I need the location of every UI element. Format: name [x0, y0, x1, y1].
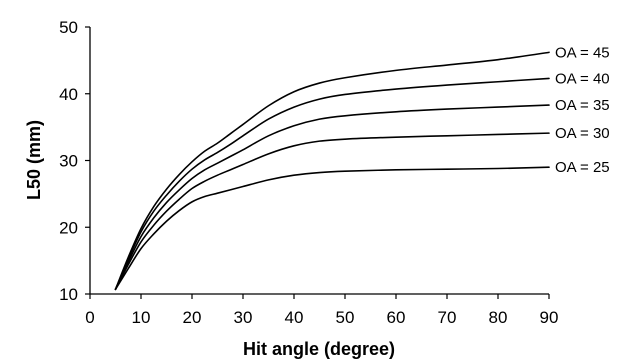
x-tick-label: 80 [489, 308, 508, 327]
x-tick-label: 60 [387, 308, 406, 327]
chart-axes [89, 27, 549, 295]
series-line-5 [114, 166, 550, 291]
series-line-3 [114, 104, 550, 291]
y-tick-label: 30 [59, 152, 78, 171]
series-line-1 [114, 51, 550, 291]
y-axis-ticks: 10 20 30 40 50 [59, 18, 90, 304]
series-line-4 [114, 132, 550, 291]
x-tick-label: 20 [183, 308, 202, 327]
series-label-4: OA = 30 [555, 125, 610, 142]
y-tick-label: 40 [59, 85, 78, 104]
series-label-5: OA = 25 [555, 159, 610, 176]
x-axis-title: Hit angle (degree) [243, 339, 395, 359]
x-tick-label: 40 [285, 308, 304, 327]
y-axis-title: L50 (mm) [24, 120, 44, 200]
y-tick-label: 50 [59, 18, 78, 37]
x-tick-label: 70 [438, 308, 457, 327]
x-axis-ticks: 0 10 20 30 40 50 60 70 80 90 [85, 294, 558, 327]
series-layer [114, 51, 550, 291]
x-tick-label: 10 [132, 308, 151, 327]
series-labels: OA = 45 OA = 40 OA = 35 OA = 30 OA = 25 [555, 44, 610, 176]
y-tick-label: 10 [59, 285, 78, 304]
x-tick-label: 0 [85, 308, 94, 327]
x-tick-label: 90 [540, 308, 559, 327]
series-line-2 [114, 77, 550, 291]
x-tick-label: 30 [234, 308, 253, 327]
x-tick-label: 50 [336, 308, 355, 327]
series-label-3: OA = 35 [555, 97, 610, 114]
y-tick-label: 20 [59, 218, 78, 237]
series-label-2: OA = 40 [555, 70, 610, 87]
series-label-1: OA = 45 [555, 44, 610, 61]
